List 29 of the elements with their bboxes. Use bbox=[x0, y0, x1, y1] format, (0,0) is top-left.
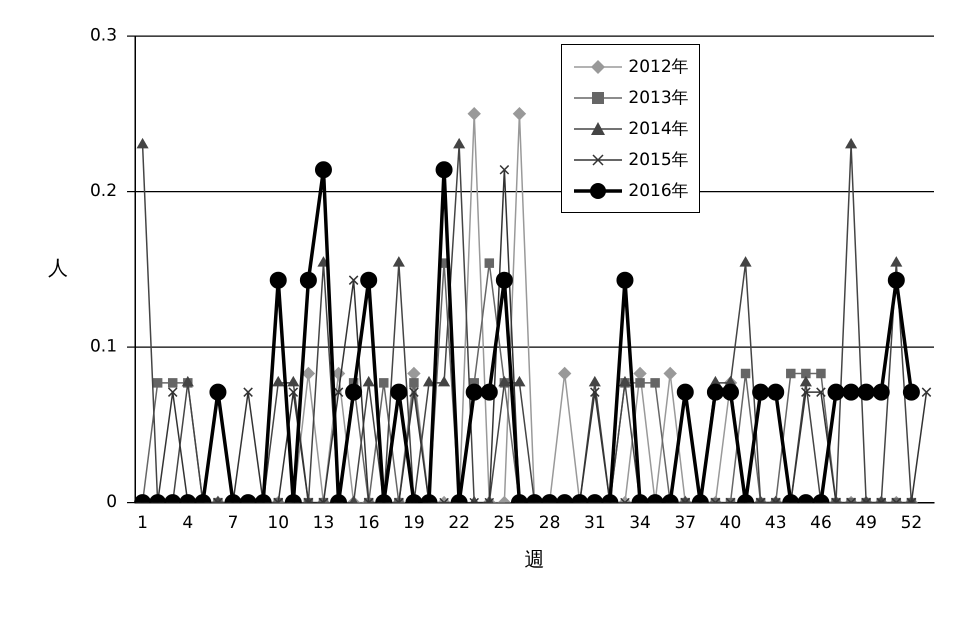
x-tick-label: 4 bbox=[182, 513, 194, 534]
x-tick-label: 28 bbox=[538, 513, 560, 534]
legend-label: 2013年 bbox=[628, 87, 689, 109]
x-tick-label: 52 bbox=[900, 513, 922, 534]
x-tick-label: 7 bbox=[228, 513, 238, 534]
legend-label: 2012年 bbox=[628, 56, 689, 78]
x-tick-label: 40 bbox=[720, 513, 742, 534]
x-tick-label: 22 bbox=[448, 513, 470, 534]
x-tick-label: 34 bbox=[629, 513, 651, 534]
x-tick-label: 10 bbox=[267, 513, 290, 534]
x-tick-label: 16 bbox=[358, 513, 380, 534]
x-axis-title: 週 bbox=[524, 547, 545, 572]
x-tick-label: 31 bbox=[584, 513, 606, 534]
x-tick-label: 19 bbox=[403, 513, 425, 534]
y-tick-label: 0.3 bbox=[90, 25, 118, 46]
y-tick-label: 0.2 bbox=[90, 180, 118, 201]
x-tick-label: 43 bbox=[764, 513, 787, 534]
legend-label: 2015年 bbox=[628, 149, 689, 171]
y-tick-label: 0.1 bbox=[90, 336, 118, 356]
x-tick-label: 37 bbox=[674, 513, 696, 534]
x-tick-label: 1 bbox=[137, 513, 148, 534]
x-tick-label: 25 bbox=[494, 513, 516, 534]
y-axis-title: 人 bbox=[48, 256, 68, 280]
legend-label: 2014年 bbox=[628, 118, 689, 140]
x-tick-label: 49 bbox=[855, 513, 877, 534]
y-tick-label: 0 bbox=[106, 492, 118, 512]
x-tick-label: 46 bbox=[810, 513, 832, 534]
x-tick-label: 13 bbox=[312, 513, 334, 534]
legend-label: 2016年 bbox=[628, 180, 689, 202]
